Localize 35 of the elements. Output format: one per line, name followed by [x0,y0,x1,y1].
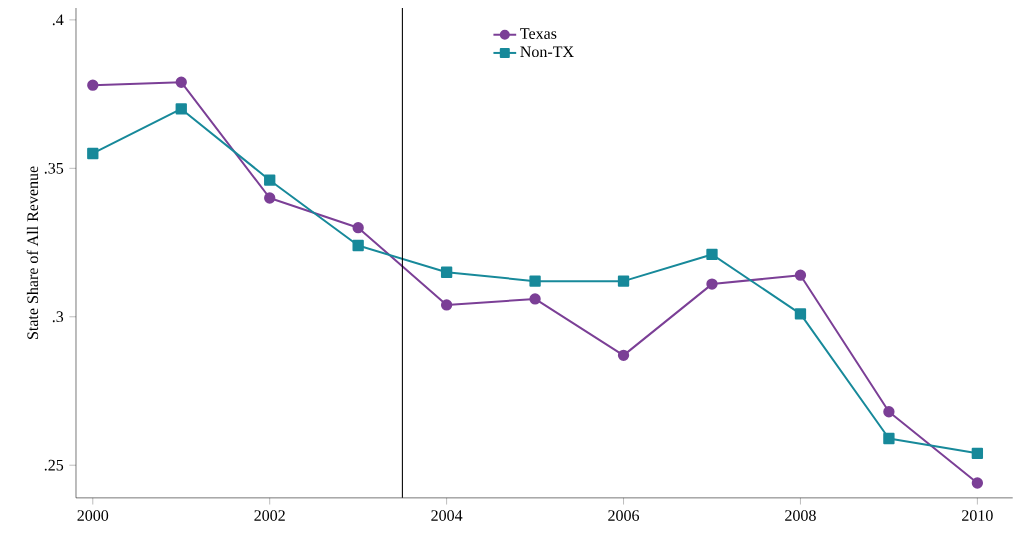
point [883,406,895,418]
point [352,239,364,252]
point [971,477,984,489]
point [87,79,99,91]
point [883,432,895,445]
point [706,278,718,290]
point [617,275,630,287]
x-tick-label: 2000 [77,510,109,521]
point [529,275,541,287]
point [440,266,453,278]
point [440,299,453,311]
point [175,103,187,115]
legend-label: Texas [520,28,557,39]
y-tick-label: .35 [44,162,64,174]
point [87,147,99,160]
x-tick-label: 2002 [254,510,285,521]
point [706,248,718,261]
y-tick-label: .25 [44,459,64,471]
x-tick-label: 2010 [962,510,993,521]
x-tick-label: 2004 [431,510,463,521]
point [794,308,807,320]
point [617,349,630,362]
point [794,269,807,281]
point [352,222,364,234]
y-tick-label: .4 [52,14,64,26]
x-tick-label: 2006 [608,510,640,521]
y-axis-title: State Share of All Revenue [26,166,39,339]
point [175,76,187,88]
point [529,293,541,305]
x-tick-label: 2008 [785,510,816,521]
point [264,174,276,186]
y-tick-label: .3 [52,311,64,323]
point [971,447,984,460]
point [264,192,276,204]
legend-label: Non-TX [520,46,574,58]
